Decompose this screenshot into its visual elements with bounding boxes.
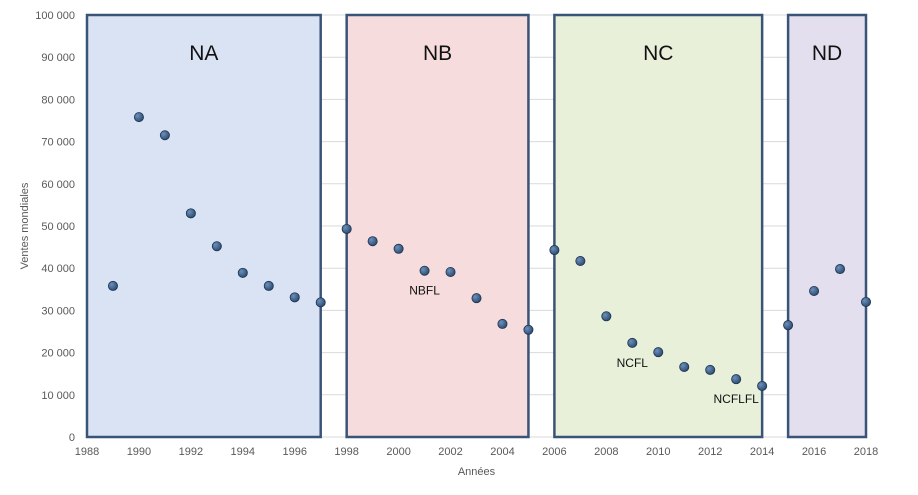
data-point — [679, 361, 690, 372]
x-tick-label: 1994 — [231, 446, 255, 458]
data-point — [237, 267, 248, 278]
data-point — [497, 318, 508, 329]
data-point — [211, 241, 222, 252]
x-tick-label: 1990 — [127, 446, 151, 458]
axes: Années Ventes mondiales 0 10 000 20 000 30 … — [19, 10, 878, 478]
data-point — [731, 374, 742, 385]
y-axis-title: Ventes mondiales — [19, 182, 31, 269]
region-fill-nb — [346, 15, 529, 437]
x-tick-label: 2010 — [646, 446, 670, 458]
x-tick-label: 2016 — [802, 446, 826, 458]
data-point — [263, 280, 274, 291]
y-tick-label: 100 000 — [35, 10, 75, 22]
data-point — [393, 243, 404, 254]
data-point — [419, 265, 430, 276]
x-tick-label: 2000 — [386, 446, 410, 458]
data-point — [471, 293, 482, 304]
x-tick-label: 2008 — [594, 446, 618, 458]
data-point — [523, 324, 534, 335]
annotation-nbfl: NBFL — [409, 284, 440, 298]
data-point — [133, 112, 144, 123]
data-point — [107, 280, 118, 291]
data-point — [783, 320, 794, 331]
x-tick-label: 2006 — [542, 446, 566, 458]
region-fill-nc — [554, 15, 763, 437]
data-point — [809, 285, 820, 296]
x-tick-label: 1992 — [179, 446, 203, 458]
annotation-ncflfl: NCFLFL — [713, 392, 759, 406]
y-tick-label: 0 — [69, 432, 75, 444]
x-tick-label: 2002 — [438, 446, 462, 458]
x-tick-label: 1998 — [334, 446, 358, 458]
data-point — [315, 297, 326, 308]
y-tick-label: 80 000 — [41, 94, 75, 106]
data-points — [107, 112, 872, 391]
data-point — [861, 296, 872, 307]
region-label-nd: ND — [812, 42, 842, 65]
region-label-na: NA — [189, 42, 218, 65]
y-tick-label: 70 000 — [41, 137, 75, 149]
data-point — [549, 245, 560, 256]
data-point — [575, 256, 586, 267]
data-point — [627, 337, 638, 348]
x-tick-label: 2014 — [750, 446, 774, 458]
data-point — [653, 347, 664, 358]
x-tick-label: 1996 — [282, 446, 306, 458]
region-border-nd — [786, 13, 868, 439]
y-tick-label: 50 000 — [41, 221, 75, 233]
data-point — [835, 264, 846, 275]
data-point — [159, 130, 170, 141]
region-label-nb: NB — [423, 42, 452, 65]
data-point — [289, 292, 300, 303]
data-point — [445, 266, 456, 277]
annotation-ncfl: NCFL — [617, 356, 649, 370]
x-tick-label: 2012 — [698, 446, 722, 458]
data-point — [705, 364, 716, 375]
annotations: NBFL NCFL NCFLFL — [409, 284, 759, 406]
y-tick-label: 10 000 — [41, 390, 75, 402]
data-point — [757, 380, 768, 391]
x-axis-title: Années — [458, 466, 496, 478]
y-tick-label: 30 000 — [41, 305, 75, 317]
data-point — [341, 223, 352, 234]
data-point — [367, 236, 378, 247]
y-tick-label: 40 000 — [41, 263, 75, 275]
y-tick-label: 20 000 — [41, 348, 75, 360]
x-tick-label: 2004 — [490, 446, 514, 458]
region-border-nc — [553, 13, 764, 439]
region-border-na — [85, 13, 322, 439]
region-fill-na — [87, 15, 321, 437]
y-tick-label: 60 000 — [41, 179, 75, 191]
x-tick-label: 1988 — [75, 446, 99, 458]
data-point — [601, 311, 612, 322]
region-fill-nd — [788, 15, 866, 437]
regions: NA NB NC ND — [85, 13, 868, 439]
region-label-nc: NC — [643, 42, 673, 65]
data-point — [185, 208, 196, 219]
y-tick-label: 90 000 — [41, 52, 75, 64]
x-tick-label: 2018 — [854, 446, 878, 458]
